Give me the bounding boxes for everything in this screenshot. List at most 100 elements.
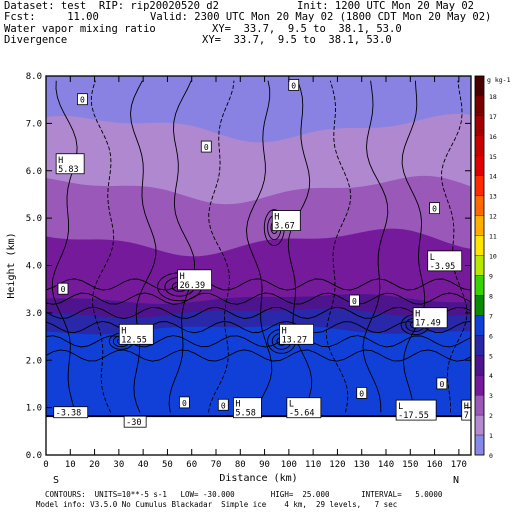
y-tick-label: 0.0	[26, 451, 42, 461]
contour-label-box	[179, 396, 190, 409]
extremum-marker: L-5.64	[286, 397, 322, 419]
contour-line	[46, 320, 471, 334]
contour-zero-label: 0	[200, 140, 212, 153]
extremum-value: -30	[126, 418, 141, 428]
extremum-value: 12.55	[121, 335, 147, 345]
extremum-box	[123, 415, 147, 428]
y-tick-label: 1.0	[26, 404, 42, 414]
contour-label-text: 0	[182, 399, 187, 408]
contour-label-box	[200, 140, 212, 153]
x-tick-label: 110	[305, 460, 321, 470]
extremum-value: 13.27	[282, 335, 308, 345]
extremum-marker: H26.39	[177, 269, 212, 291]
contour-line	[246, 80, 273, 413]
contour-line	[46, 278, 471, 291]
contour-label-box	[429, 202, 440, 215]
contour-zero-label: 0	[57, 282, 69, 295]
contour-line	[51, 80, 78, 413]
colorbar-swatch	[474, 215, 485, 236]
extremum-box	[279, 323, 314, 345]
colorbar-swatch	[474, 295, 485, 316]
y-tick-label: 7.0	[26, 119, 42, 129]
endpoint-left: S	[53, 475, 59, 486]
x-tick-label: 140	[378, 460, 394, 470]
extremum-value: 7.59	[464, 411, 484, 421]
contour-label-box	[77, 93, 88, 106]
colorbar-swatch	[474, 135, 485, 156]
x-tick-label: 10	[65, 460, 76, 470]
x-tick-label: 20	[89, 460, 100, 470]
extremum-marker: L-17.55	[395, 399, 437, 421]
divergence-contours	[46, 80, 471, 413]
extremum-box	[427, 250, 463, 272]
extremum-value: -3.38	[56, 409, 82, 419]
colorbar-swatch	[474, 175, 485, 196]
contour-zero-label: 0	[217, 398, 229, 411]
extremum-box	[233, 397, 262, 419]
extremum-box	[461, 399, 471, 421]
contour-label-box	[57, 282, 69, 295]
x-axis-title: Distance (km)	[219, 473, 297, 484]
contour-info: CONTOURS: UNITS=10**-5 s-1 LOW= -30.000 …	[45, 490, 443, 499]
colorbar-swatch	[474, 155, 485, 176]
x-tick-label: 170	[451, 460, 467, 470]
y-tick-label: 5.0	[26, 214, 42, 224]
colorbar-swatch	[474, 414, 485, 436]
y-tick-label: 6.0	[26, 167, 42, 177]
colorbar-label: 4	[489, 372, 493, 380]
x-tick-label: 0	[43, 460, 48, 470]
colorbar-swatch	[474, 315, 485, 336]
colorbar-swatch	[474, 355, 485, 376]
extremum-marker: H13.27	[279, 323, 314, 345]
extremum-marker: H7.59	[461, 399, 484, 421]
contour-zero-label: 0	[179, 396, 190, 409]
extremum-box	[286, 397, 322, 419]
colorbar-label: 9	[489, 272, 493, 280]
colorbar-label: 10	[489, 253, 497, 261]
contour-zero-label: 0	[436, 377, 448, 390]
extremum-value: -3.95	[430, 262, 456, 272]
extremum-marker: H5.58	[233, 397, 262, 419]
extremum-marker: H5.83	[55, 153, 85, 175]
dataset-label: Dataset: test RIP: rip20020520 d2	[4, 0, 219, 12]
contour-line	[401, 80, 426, 413]
y-tick-label: 8.0	[26, 72, 42, 82]
contour-label-text: 0	[204, 143, 209, 152]
colorbar-swatch	[474, 275, 485, 296]
extremum-type: H	[58, 156, 63, 166]
x-tick-label: 90	[259, 460, 270, 470]
contour-zero-label: 0	[429, 202, 440, 215]
colorbar-frame	[474, 75, 485, 456]
field-title-divergence: Divergence	[4, 34, 68, 46]
x-tick-label: 150	[402, 460, 418, 470]
contour-label-text: 0	[80, 96, 85, 105]
cross-section-xy-1: XY= 33.7, 9.5 to 38.1, 53.0	[212, 23, 402, 35]
extremum-type: L	[398, 402, 403, 412]
colorbar-swatch	[474, 75, 485, 97]
extremum-value: 17.49	[415, 319, 441, 329]
extremum-marker: -30	[123, 415, 147, 428]
extremum-box	[53, 406, 89, 419]
endpoint-right: N	[453, 475, 459, 486]
contour-label-text: 0	[291, 81, 296, 90]
colorbar-swatch	[474, 395, 485, 416]
contour-zero-label: 0	[288, 79, 300, 91]
x-tick-label: 30	[113, 460, 124, 470]
extremum-type: H	[282, 326, 287, 336]
extremum-value: -17.55	[398, 411, 429, 421]
colorbar-label: 15	[489, 153, 497, 161]
contour-line	[46, 349, 471, 362]
colorbar-swatch	[474, 95, 485, 117]
contour-label-text: 0	[432, 205, 437, 214]
extremum-marker: -3.38	[53, 406, 89, 419]
extremum-value: -5.64	[289, 409, 315, 419]
contour-label-text: 0	[439, 380, 444, 389]
extremum-marker: H17.49	[412, 307, 448, 329]
colorbar-label: 6	[489, 332, 493, 340]
x-tick-label: 160	[426, 460, 442, 470]
colorbar-swatch	[474, 255, 485, 276]
contour-label-text: 0	[352, 297, 357, 306]
colorbar-unit: g kg-1	[487, 76, 511, 84]
x-tick-label: 100	[281, 460, 297, 470]
